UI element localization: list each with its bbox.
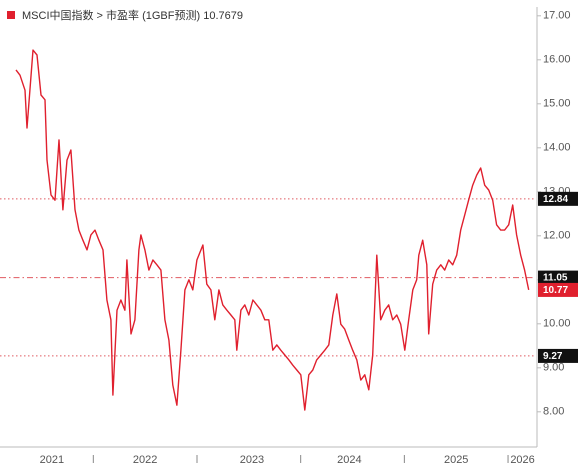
reference-tag [538, 191, 578, 206]
reference-label: 11.05 [543, 273, 568, 284]
x-tick-label: 2021 [40, 454, 64, 466]
x-tick-label: 2022 [133, 454, 157, 466]
y-tick-label: 17.00 [543, 10, 571, 22]
y-tick-label: 10.00 [543, 318, 571, 330]
reference-label: 9.27 [543, 351, 563, 362]
y-tick-label: 9.00 [543, 362, 564, 374]
x-tick-label: 2025 [444, 454, 468, 466]
y-tick-label: 8.00 [543, 406, 564, 418]
y-tick-label: 14.00 [543, 142, 571, 154]
reference-tag [538, 348, 578, 363]
x-tick-label: 2026 [510, 454, 534, 466]
x-tick-label: 2024 [337, 454, 361, 466]
legend-label: MSCI中国指数 > 市盈率 (1GBF预测) 10.7679 [22, 8, 243, 22]
series-line [15, 49, 530, 411]
reference-tag [538, 270, 578, 285]
last-value-label: 10.77 [543, 285, 568, 296]
y-tick-label: 16.00 [543, 54, 571, 66]
y-tick-label: 12.00 [543, 230, 571, 242]
reference-label: 12.84 [543, 194, 568, 205]
x-tick-label: 2023 [240, 454, 264, 466]
last-value-tag [538, 282, 578, 297]
legend-marker [7, 11, 15, 19]
y-tick-label: 15.00 [543, 98, 571, 110]
